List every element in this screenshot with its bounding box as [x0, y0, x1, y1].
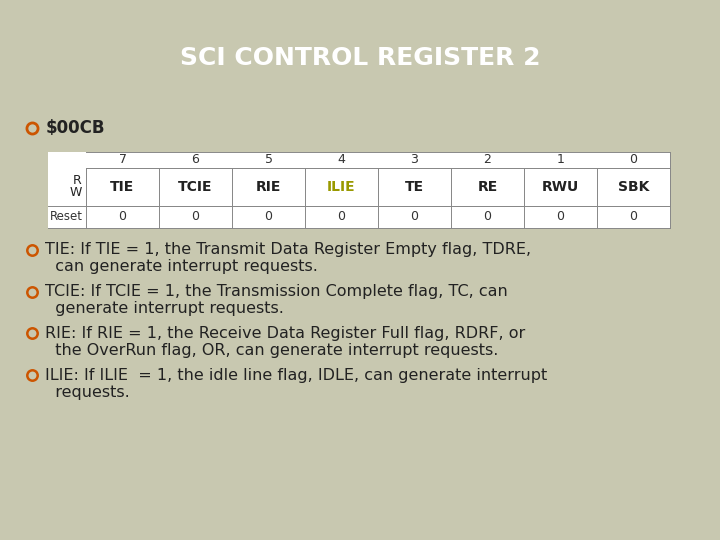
Bar: [159, 168, 232, 206]
Text: 0: 0: [264, 210, 272, 223]
Text: TCIE: If TCIE = 1, the Transmission Complete flag, TC, can: TCIE: If TCIE = 1, the Transmission Comp…: [45, 284, 508, 299]
Bar: [524, 168, 597, 206]
Text: Reset: Reset: [50, 210, 83, 223]
Bar: [305, 168, 378, 206]
Text: 0: 0: [338, 210, 346, 223]
Text: 6: 6: [192, 153, 199, 166]
Text: R: R: [73, 174, 82, 187]
Text: requests.: requests.: [45, 385, 130, 400]
Text: SCI CONTROL REGISTER 2: SCI CONTROL REGISTER 2: [180, 46, 540, 70]
Text: RIE: If RIE = 1, the Receive Data Register Full flag, RDRF, or: RIE: If RIE = 1, the Receive Data Regist…: [45, 326, 526, 341]
Text: ILIE: ILIE: [327, 180, 356, 194]
Text: TIE: TIE: [110, 180, 135, 194]
Text: generate interrupt requests.: generate interrupt requests.: [45, 301, 284, 316]
Text: RWU: RWU: [542, 180, 579, 194]
Text: TIE: If TIE = 1, the Transmit Data Register Empty flag, TDRE,: TIE: If TIE = 1, the Transmit Data Regis…: [45, 242, 531, 257]
Text: W: W: [70, 186, 82, 199]
Text: 0: 0: [410, 210, 418, 223]
Text: 1: 1: [557, 153, 564, 166]
Text: SBK: SBK: [618, 180, 649, 194]
Text: 0: 0: [119, 210, 127, 223]
Text: 0: 0: [557, 210, 564, 223]
Text: 0: 0: [629, 210, 637, 223]
Bar: [597, 168, 670, 206]
Text: 0: 0: [484, 210, 492, 223]
Text: TCIE: TCIE: [179, 180, 212, 194]
Text: can generate interrupt requests.: can generate interrupt requests.: [45, 259, 318, 274]
Text: 0: 0: [192, 210, 199, 223]
Text: ILIE: If ILIE  = 1, the idle line flag, IDLE, can generate interrupt: ILIE: If ILIE = 1, the idle line flag, I…: [45, 368, 547, 383]
Text: 7: 7: [119, 153, 127, 166]
Bar: [378, 168, 451, 206]
Text: $00CB: $00CB: [46, 119, 106, 137]
Bar: [451, 168, 524, 206]
Text: the OverRun flag, OR, can generate interrupt requests.: the OverRun flag, OR, can generate inter…: [45, 343, 498, 358]
Bar: [232, 168, 305, 206]
Text: 0: 0: [629, 153, 637, 166]
Text: 4: 4: [338, 153, 346, 166]
Text: RE: RE: [477, 180, 498, 194]
Text: 3: 3: [410, 153, 418, 166]
Bar: [86, 168, 159, 206]
Bar: [48, 152, 670, 228]
Text: RIE: RIE: [256, 180, 282, 194]
Text: TE: TE: [405, 180, 424, 194]
Text: 5: 5: [264, 153, 272, 166]
Text: 2: 2: [484, 153, 492, 166]
